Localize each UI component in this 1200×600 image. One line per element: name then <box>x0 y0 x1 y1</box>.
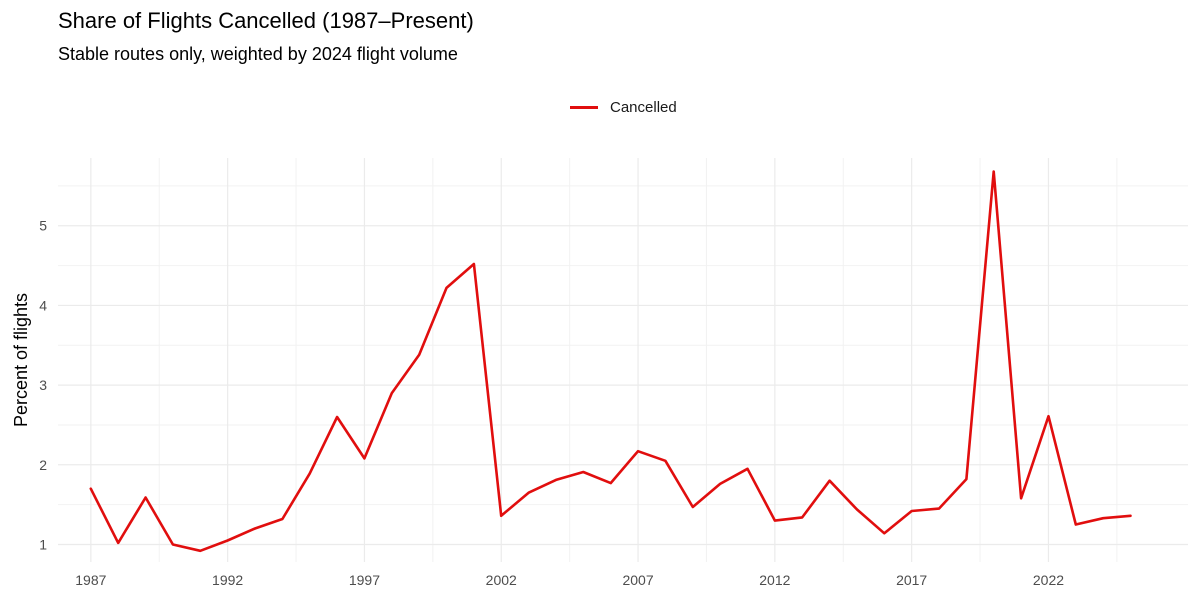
x-axis-ticks: 1987 1992 1997 2002 2007 2012 2017 2022 <box>75 572 1064 588</box>
chart-subtitle: Stable routes only, weighted by 2024 fli… <box>58 44 458 64</box>
y-tick-label: 3 <box>39 377 47 393</box>
y-tick-label: 1 <box>39 536 47 552</box>
legend: Cancelled <box>570 99 677 116</box>
x-tick-label: 2007 <box>622 572 653 588</box>
x-tick-label: 2002 <box>486 572 517 588</box>
x-tick-label: 1997 <box>349 572 380 588</box>
y-tick-label: 4 <box>39 297 47 313</box>
x-tick-label: 1992 <box>212 572 243 588</box>
x-tick-label: 2017 <box>896 572 927 588</box>
y-axis-label: Percent of flights <box>11 293 31 427</box>
y-tick-label: 5 <box>39 218 47 234</box>
series-layer <box>89 170 1132 553</box>
series-line-cancelled <box>89 170 1132 553</box>
x-tick-label: 2012 <box>759 572 790 588</box>
x-tick-label: 1987 <box>75 572 106 588</box>
legend-label-cancelled: Cancelled <box>610 99 677 116</box>
major-gridlines <box>58 158 1188 562</box>
legend-key-cancelled <box>570 106 598 109</box>
chart-title: Share of Flights Cancelled (1987–Present… <box>58 8 474 33</box>
x-tick-label: 2022 <box>1033 572 1064 588</box>
y-tick-label: 2 <box>39 457 47 473</box>
y-axis-ticks: 1 2 3 4 5 <box>39 218 47 553</box>
